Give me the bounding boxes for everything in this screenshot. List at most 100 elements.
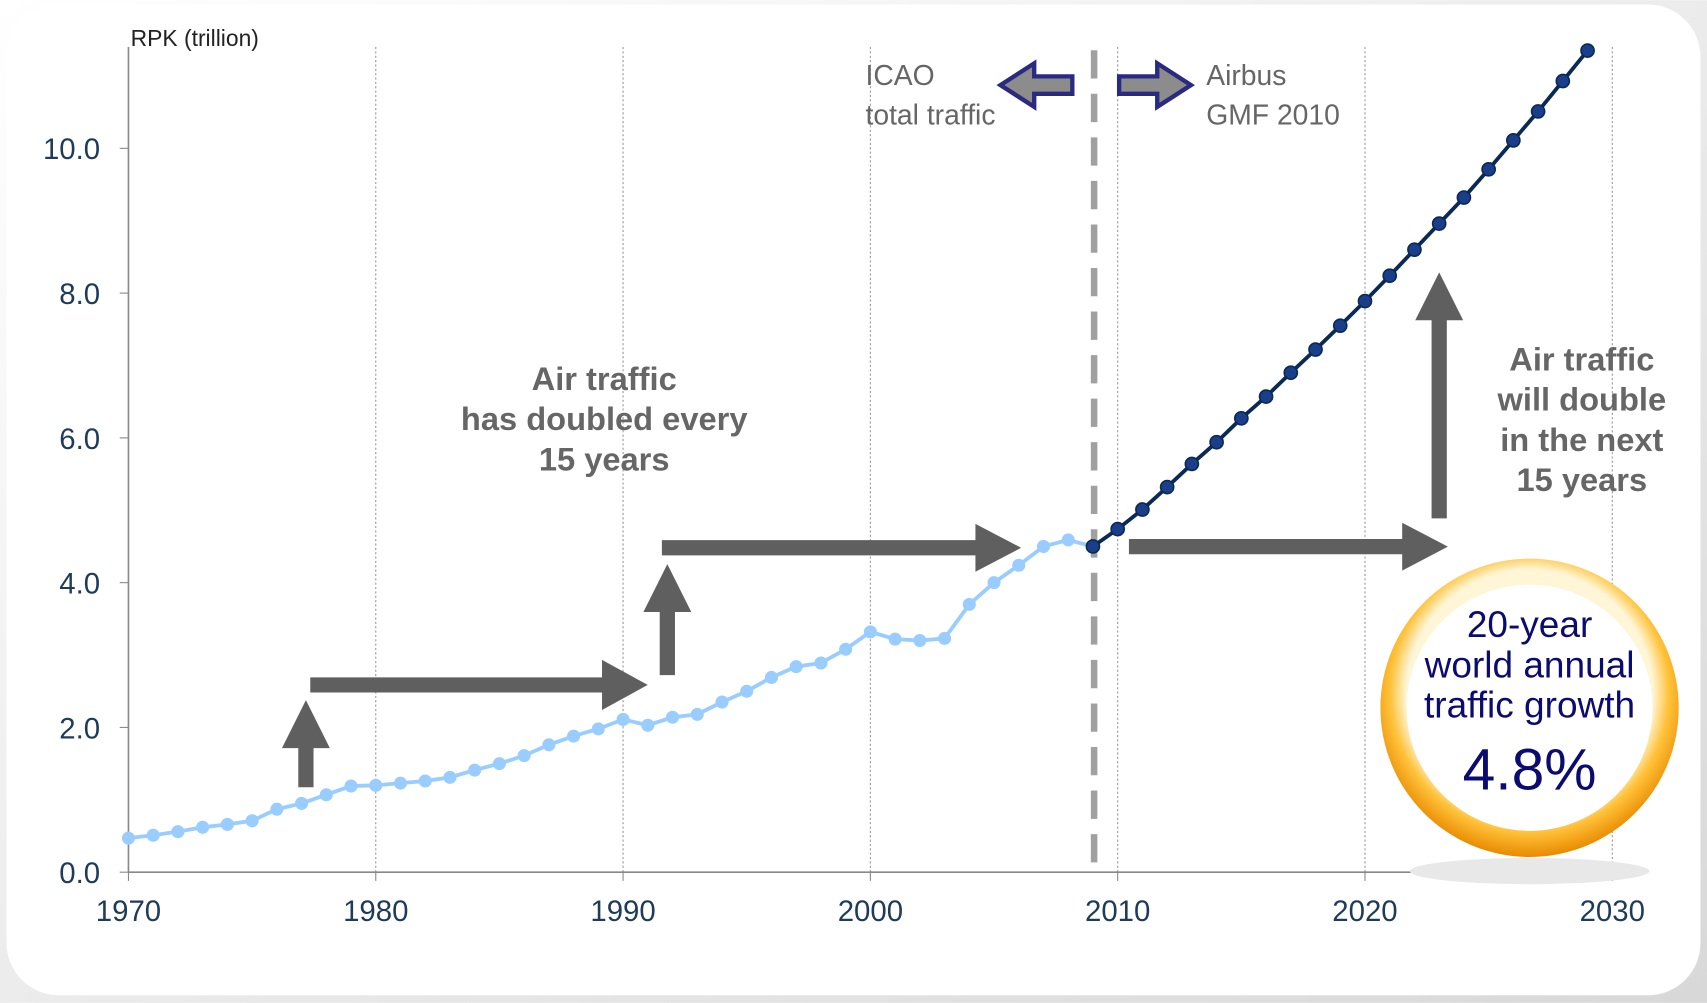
x-tick-label: 1990 (590, 895, 655, 928)
point (171, 825, 185, 839)
x-tick-label: 2010 (1085, 895, 1150, 928)
point (121, 831, 135, 845)
point (789, 660, 803, 674)
point (616, 712, 630, 726)
point (344, 779, 358, 793)
badge-inner (1406, 584, 1653, 831)
line: 15 years (539, 440, 670, 477)
point (1085, 539, 1101, 554)
point (468, 763, 482, 777)
point (690, 707, 704, 721)
annotations: ICAO total traffic Airbus GMF 2010 Air traff… (461, 59, 1666, 802)
x-tick-label: 2030 (1580, 895, 1645, 928)
point (1258, 389, 1274, 404)
point (962, 597, 976, 611)
point (1456, 190, 1472, 205)
line: has doubled every (461, 400, 748, 437)
point (1431, 216, 1447, 231)
point (888, 632, 902, 646)
badge-value: 4.8% (1463, 737, 1597, 802)
arrow (643, 564, 692, 676)
arrow (1415, 272, 1464, 519)
annotation: ICAO total traffic (865, 59, 995, 130)
arrow-left (996, 59, 1075, 111)
point (665, 710, 680, 724)
line: Air traffic (532, 360, 677, 397)
point (1407, 242, 1422, 258)
line: total traffic (865, 98, 995, 130)
point (987, 576, 1001, 590)
point (913, 634, 927, 648)
point (245, 814, 259, 828)
point (196, 820, 210, 834)
point (418, 774, 432, 788)
arrow (310, 659, 648, 710)
line: will double (1496, 381, 1666, 418)
point (393, 776, 408, 790)
point (1357, 293, 1373, 309)
point (1061, 533, 1075, 547)
panel (6, 4, 1701, 996)
line: ICAO (865, 59, 934, 91)
arrow (281, 700, 330, 788)
point (443, 770, 457, 784)
line: GMF 2010 (1206, 98, 1340, 130)
x-tick-label: 1980 (343, 895, 408, 928)
point (270, 802, 284, 816)
point (839, 642, 853, 656)
arrow-right (1116, 59, 1195, 111)
annotation: Airbus GMF 2010 (1206, 59, 1340, 130)
grid: 1970 1980 1990 2000 2010 2020 2030 0.0 2.0 4.0 6.0… (43, 46, 1645, 928)
plot (121, 43, 1595, 845)
point (863, 625, 877, 639)
y-tick-label: 10.0 (43, 133, 100, 166)
point (1036, 539, 1051, 553)
line: 15 years (1516, 461, 1647, 498)
y-tick-label: 2.0 (59, 712, 100, 745)
point (1283, 365, 1299, 381)
line: Air traffic (1509, 340, 1654, 377)
point (1530, 104, 1546, 119)
badge-shadow (1409, 858, 1650, 885)
y-tick-label: 4.0 (59, 568, 100, 601)
line: 20-year (1467, 603, 1592, 645)
point (591, 722, 605, 736)
point (1580, 43, 1595, 58)
annotation: Air traffic will double in the next 15 year… (1496, 340, 1666, 498)
point (1481, 161, 1496, 177)
point (369, 778, 383, 792)
point (319, 788, 333, 802)
arrow (1128, 522, 1448, 571)
x-tick-label: 2020 (1332, 895, 1397, 928)
point (1233, 410, 1249, 426)
x-tick-label: 1970 (96, 895, 161, 928)
point (1506, 133, 1521, 148)
y-tick-label: 0.0 (59, 857, 100, 890)
line: traffic growth (1424, 684, 1635, 726)
annotation: Air traffic has doubled every 15 years (461, 360, 748, 478)
point (1159, 479, 1175, 495)
point (740, 684, 754, 698)
line: world annual (1424, 643, 1635, 685)
badge-text: 20-year world annual traffic growth (1424, 603, 1635, 726)
y-tick-label: 6.0 (59, 423, 100, 456)
y-tick-label: 8.0 (59, 278, 100, 311)
point (1382, 268, 1398, 284)
point (715, 695, 729, 709)
line: Airbus (1206, 59, 1286, 91)
y-axis-label: RPK (trillion) (131, 25, 259, 51)
point (1209, 434, 1224, 450)
point (567, 729, 581, 743)
series-line (128, 537, 1094, 841)
point (1184, 456, 1200, 472)
x-tick-label: 2000 (838, 895, 903, 928)
point (1110, 521, 1126, 537)
point (517, 749, 531, 763)
line: in the next (1500, 421, 1663, 458)
point (220, 817, 234, 831)
point (542, 738, 556, 752)
point (1308, 342, 1323, 357)
point (1012, 558, 1026, 572)
point (1332, 318, 1348, 334)
